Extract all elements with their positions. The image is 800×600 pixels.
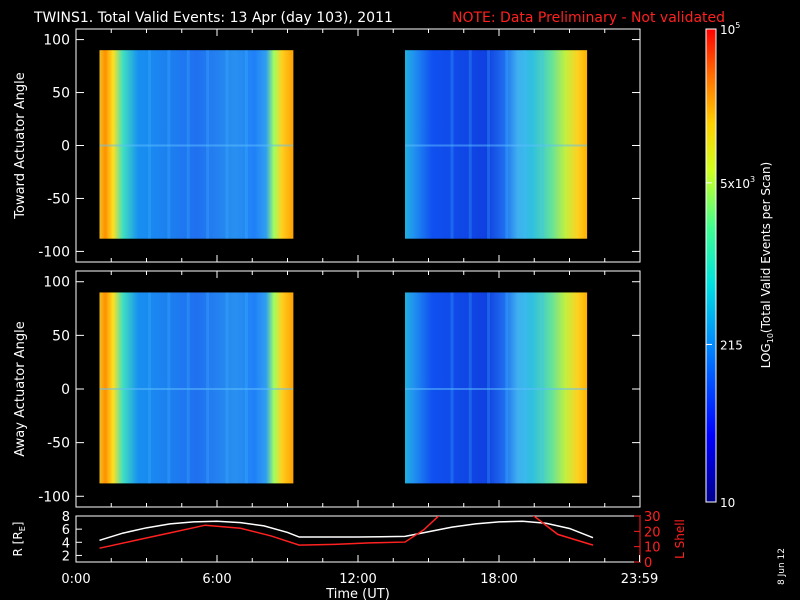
heatmap-block [405, 50, 588, 239]
y-tick-label: -50 [47, 436, 70, 452]
y-tick-label-right: 20 [644, 525, 661, 540]
heatmap-streak [450, 292, 454, 484]
r-label-main: R [R [11, 531, 25, 556]
series-line-l [99, 516, 594, 549]
series-line-r [99, 520, 594, 542]
colorbar-tick-label: 215 [720, 338, 743, 352]
colorbar-tick-exp: 5 [735, 21, 740, 30]
colorbar-tick-base: 10 [720, 23, 735, 37]
l-shell-axis-label: L Shell [673, 519, 687, 559]
heatmap-streak [505, 50, 509, 239]
colorbar-label: LOG10(Total Valid Events per Scan) [759, 162, 775, 369]
heatmap-streak [147, 292, 151, 484]
heatmap-block [405, 292, 588, 484]
heatmap-streak [167, 292, 171, 484]
x-tick-label: 6:00 [202, 572, 231, 587]
x-tick-label: 0:00 [61, 572, 90, 587]
heatmap-streak [541, 292, 545, 484]
colorbar-tick-exp: 3 [750, 175, 755, 184]
x-tick-label: 12:00 [339, 572, 376, 587]
heatmap-streak [147, 50, 151, 239]
heatmap-block [99, 292, 294, 484]
heatmap-block [99, 50, 294, 239]
y-tick-label-left: 8 [62, 510, 70, 525]
heatmap-streak [225, 50, 229, 239]
x-axis-label: Time (UT) [325, 587, 390, 600]
y-tick-label-left: 4 [62, 536, 70, 551]
heatmap-streak [486, 50, 490, 239]
colorbar-tick-label: 10 [720, 496, 735, 510]
y-tick-label: -100 [38, 489, 70, 505]
y-tick-label: 100 [43, 275, 70, 291]
y-axis-label: Away Actuator Angle [13, 321, 28, 456]
colorbar-tick-label: 105 [720, 21, 740, 37]
y-tick-label: 0 [61, 139, 70, 155]
y-tick-label-right: 10 [644, 541, 661, 556]
r-axis-label: R [RE] [11, 522, 27, 557]
heatmap-streak [186, 50, 190, 239]
heatmap-streak [523, 292, 527, 484]
r-label-end: ] [11, 522, 25, 527]
heatmap-streak [206, 50, 210, 239]
heatmap-streak [244, 50, 248, 239]
y-tick-label: 50 [52, 328, 70, 344]
heatmap-streak [486, 292, 490, 484]
colorbar-tick-label: 5x103 [720, 175, 755, 191]
heatmap-streak [186, 292, 190, 484]
y-tick-label: -50 [47, 191, 70, 207]
y-tick-label-right: 30 [644, 510, 661, 525]
y-tick-label-right: 0 [644, 556, 652, 571]
heatmap-streak [225, 292, 229, 484]
colorbar-label-prefix: LOG [759, 343, 773, 368]
heatmap-streak [505, 292, 509, 484]
r-label-sub: E [18, 526, 27, 531]
y-tick-label: 100 [43, 33, 70, 49]
x-tick-label: 23:59 [621, 572, 658, 587]
colorbar-label-suffix: (Total Valid Events per Scan) [759, 162, 773, 333]
y-tick-label-left: 2 [62, 549, 70, 564]
chart-title: TWINS1. Total Valid Events: 13 Apr (day … [33, 10, 393, 26]
colorbar-scale [705, 28, 717, 503]
y-axis-label: Toward Actuator Angle [13, 72, 28, 219]
heatmap-streak [167, 50, 171, 239]
heatmap-streak [468, 50, 472, 239]
y-tick-label: -100 [38, 244, 70, 260]
preliminary-note: NOTE: Data Preliminary - Not validated [452, 10, 725, 26]
x-tick-label: 18:00 [480, 572, 517, 587]
heatmap-streak [468, 292, 472, 484]
heatmap-streak [523, 50, 527, 239]
date-stamp: 8 Jun 12 [777, 548, 787, 585]
heatmap-streak [244, 292, 248, 484]
colorbar-label-sub: 10 [766, 333, 775, 343]
y-tick-label: 0 [61, 382, 70, 398]
y-tick-label: 50 [52, 86, 70, 102]
heatmap-streak [206, 292, 210, 484]
colorbar-tick-base: 5x10 [720, 177, 750, 191]
y-tick-label-left: 6 [62, 523, 70, 538]
heatmap-streak [450, 50, 454, 239]
heatmap-streak [541, 50, 545, 239]
